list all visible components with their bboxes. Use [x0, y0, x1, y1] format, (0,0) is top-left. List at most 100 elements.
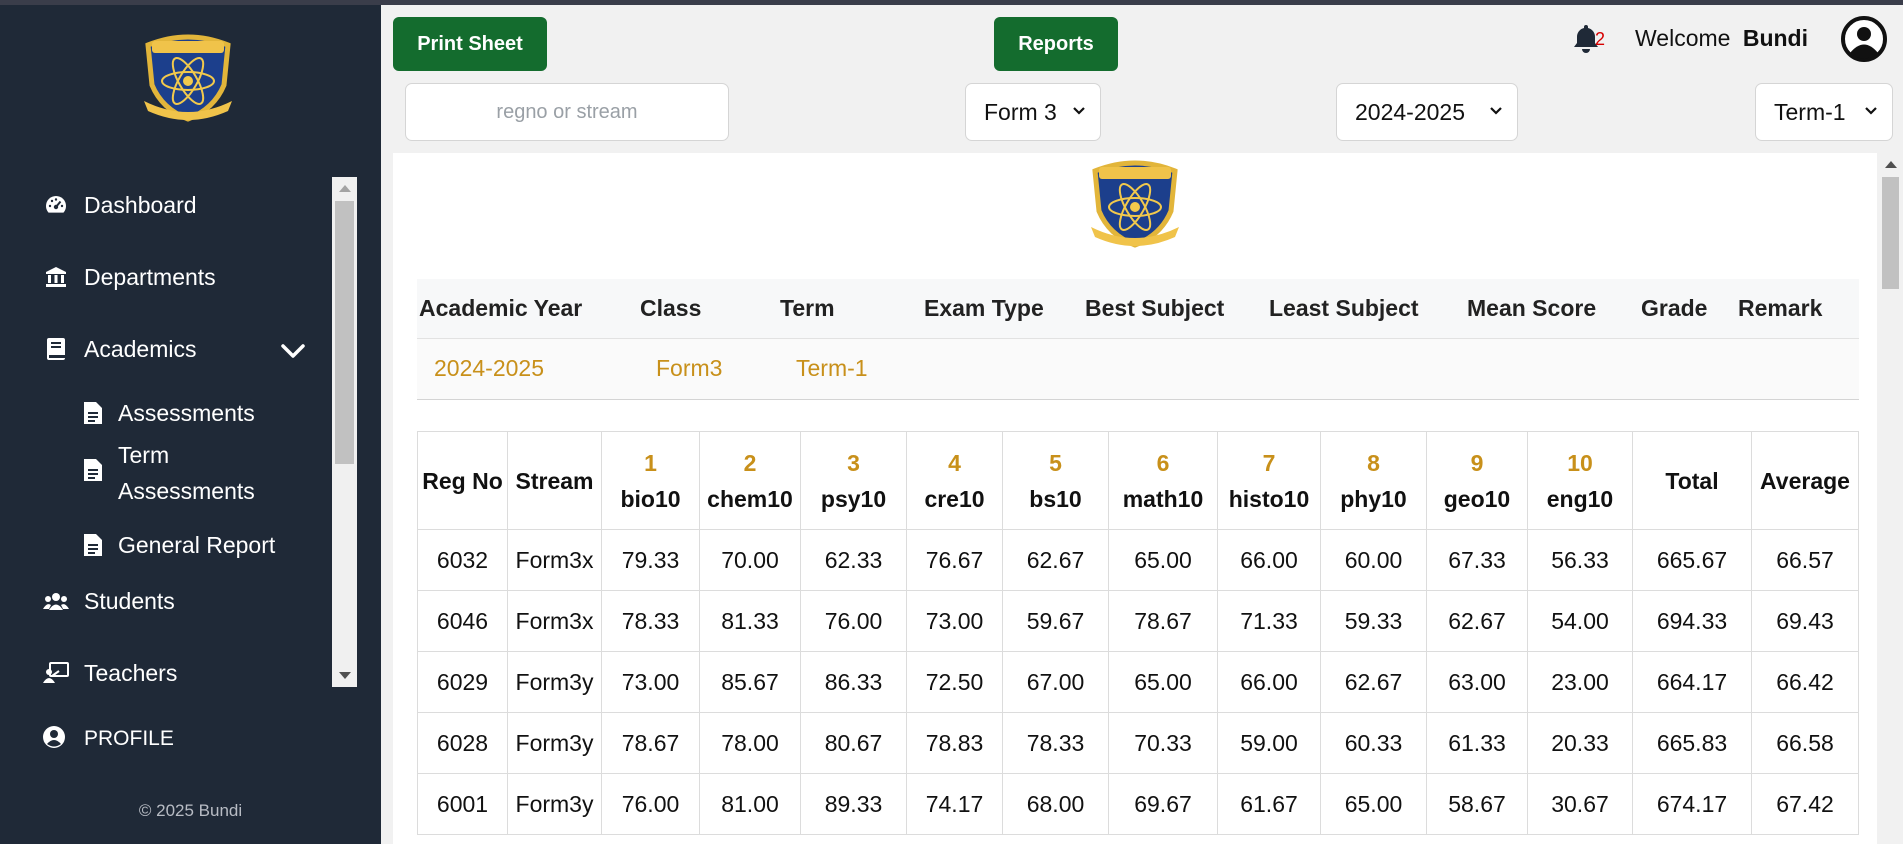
book-icon: [42, 335, 70, 363]
sidebar-item-term-assessments[interactable]: Term Assessments: [82, 437, 282, 509]
table-cell: Form3y: [507, 651, 602, 713]
table-cell: 78.83: [906, 712, 1003, 774]
table-cell: 63.00: [1426, 651, 1528, 713]
table-cell: Form3y: [507, 712, 602, 774]
subject-column-header: 7 histo10: [1217, 431, 1321, 530]
form-select[interactable]: Form 3: [965, 83, 1101, 141]
table-cell: 78.67: [601, 712, 700, 774]
scrollbar-thumb[interactable]: [1882, 177, 1899, 289]
subject-column-header: 9 geo10: [1426, 431, 1528, 530]
subject-code: math10: [1122, 485, 1204, 512]
term-select[interactable]: Term-1: [1755, 83, 1893, 141]
summary-header-row: Academic Year Class Term Exam Type Best …: [417, 279, 1859, 339]
table-cell: 68.00: [1002, 773, 1109, 835]
search-input[interactable]: [405, 83, 729, 141]
summary-header: Academic Year: [419, 295, 583, 321]
scroll-down-arrow-icon[interactable]: [339, 672, 351, 679]
chevron-down-icon: [1073, 107, 1085, 115]
school-crest-logo[interactable]: [138, 31, 238, 123]
table-cell: 23.00: [1527, 651, 1633, 713]
table-row: 6001 Form3y 76.00 81.00 89.33 74.17 68.00 69.67…: [417, 773, 1859, 835]
chevron-down-icon: [1865, 107, 1877, 115]
sidebar-item-profile[interactable]: PROFILE: [42, 725, 174, 753]
table-cell: 60.33: [1320, 712, 1427, 774]
table-cell: 66.58: [1751, 712, 1859, 774]
reports-button[interactable]: Reports: [994, 17, 1118, 71]
summary-header: Remark: [1738, 295, 1823, 321]
sidebar-item-departments[interactable]: Departments: [42, 263, 216, 291]
main-area: Print Sheet Reports 2 Welcome Bundi Form…: [381, 5, 1903, 844]
subject-code: eng10: [1546, 485, 1614, 512]
table-cell: 694.33: [1632, 590, 1752, 652]
year-select[interactable]: 2024-2025: [1336, 83, 1518, 141]
table-cell: 69.67: [1108, 773, 1218, 835]
scroll-up-arrow-icon[interactable]: [339, 185, 351, 192]
subject-code: histo10: [1228, 485, 1310, 512]
table-cell: 665.83: [1632, 712, 1752, 774]
school-crest-logo: [1085, 155, 1185, 251]
profile-label: PROFILE: [84, 727, 174, 750]
table-cell: 58.67: [1426, 773, 1528, 835]
scroll-up-arrow-icon[interactable]: [1885, 161, 1897, 168]
scrollbar-thumb[interactable]: [335, 201, 354, 464]
table-cell: Form3x: [507, 529, 602, 591]
table-cell: 62.67: [1320, 651, 1427, 713]
chevron-down-icon[interactable]: [280, 341, 306, 361]
table-cell: 665.67: [1632, 529, 1752, 591]
table-cell: 65.00: [1320, 773, 1427, 835]
welcome-message: Welcome Bundi: [1635, 25, 1808, 52]
content-scrollbar[interactable]: [1877, 153, 1903, 844]
table-cell: 69.43: [1751, 590, 1859, 652]
bell-icon[interactable]: [1569, 22, 1603, 56]
summary-header: Term: [780, 295, 835, 321]
table-cell: 30.67: [1527, 773, 1633, 835]
table-row: 6028 Form3y 78.67 78.00 80.67 78.83 78.33 70.33…: [417, 712, 1859, 774]
table-cell: 674.17: [1632, 773, 1752, 835]
table-cell: 61.67: [1217, 773, 1321, 835]
table-cell: 66.42: [1751, 651, 1859, 713]
teacher-icon: [42, 659, 70, 687]
table-cell: 74.17: [906, 773, 1003, 835]
table-cell: 73.00: [906, 590, 1003, 652]
table-cell: 62.33: [800, 529, 907, 591]
table-cell: 6028: [417, 712, 508, 774]
subject-column-header: 8 phy10: [1320, 431, 1427, 530]
user-avatar-icon[interactable]: [1841, 16, 1887, 62]
table-cell: Form3y: [507, 773, 602, 835]
table-cell: 6001: [417, 773, 508, 835]
sidebar-item-general-report[interactable]: General Report: [82, 527, 275, 563]
sidebar-scrollbar[interactable]: [332, 177, 357, 687]
table-cell: 62.67: [1426, 590, 1528, 652]
subject-column-header: 4 cre10: [906, 431, 1003, 530]
subject-code: bs10: [1029, 485, 1082, 512]
print-sheet-button[interactable]: Print Sheet: [393, 17, 547, 71]
table-header-row: Reg No Stream 1 bio10 2 chem10 3 psy10 4 cre…: [417, 431, 1859, 530]
table-cell: 76.67: [906, 529, 1003, 591]
subject-column-header: 1 bio10: [601, 431, 700, 530]
notification-count-badge: 2: [1595, 29, 1606, 49]
sidebar-item-teachers[interactable]: Teachers: [42, 659, 177, 687]
report-sheet: Academic Year Class Term Exam Type Best …: [393, 153, 1883, 844]
table-cell: 72.50: [906, 651, 1003, 713]
table-cell: 664.17: [1632, 651, 1752, 713]
subject-number: 10: [1567, 449, 1593, 476]
chevron-down-icon: [1490, 107, 1502, 115]
document-icon: [82, 530, 104, 560]
table-cell: 65.00: [1108, 651, 1218, 713]
subject-number: 6: [1156, 449, 1170, 476]
sidebar-item-label: Term Assessments: [118, 442, 255, 504]
subject-code: phy10: [1340, 485, 1407, 512]
table-cell: 76.00: [800, 590, 907, 652]
column-header: Reg No: [417, 431, 508, 530]
subject-code: chem10: [707, 485, 793, 512]
summary-header: Class: [640, 295, 702, 321]
sidebar: Dashboard Departments Academics Assessme…: [0, 5, 381, 844]
username: Bundi: [1742, 25, 1808, 51]
sidebar-item-dashboard[interactable]: Dashboard: [42, 191, 197, 219]
sidebar-item-academics[interactable]: Academics: [42, 335, 196, 363]
subject-number: 7: [1262, 449, 1276, 476]
sidebar-item-label: Academics: [84, 335, 197, 362]
sidebar-item-assessments[interactable]: Assessments: [82, 395, 255, 431]
table-cell: 73.00: [601, 651, 700, 713]
sidebar-item-students[interactable]: Students: [42, 587, 175, 615]
